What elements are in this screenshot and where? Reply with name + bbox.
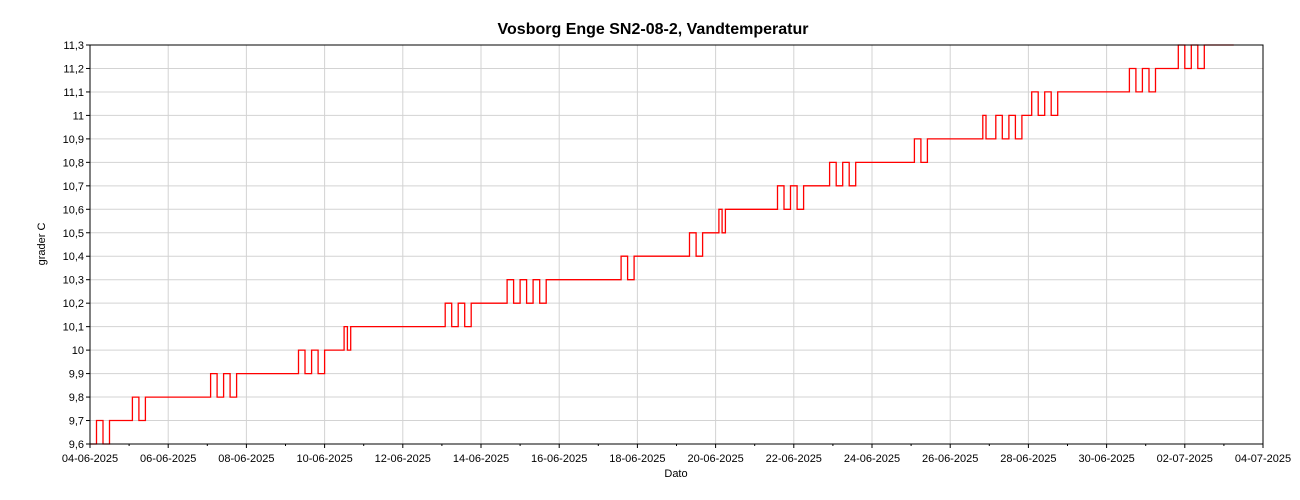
series-line — [90, 44, 1234, 445]
y-tick-label: 11,3 — [63, 40, 84, 52]
x-tick-label: 16-06-2025 — [531, 453, 587, 465]
x-tick-label: 08-06-2025 — [218, 453, 274, 465]
y-tick-label: 10,9 — [63, 134, 84, 146]
series-group — [90, 44, 1234, 445]
x-tick-label: 24-06-2025 — [844, 453, 900, 465]
x-tick-label: 26-06-2025 — [922, 453, 978, 465]
y-tick-label: 10,4 — [63, 251, 84, 263]
plot-frame — [89, 44, 1264, 445]
x-tick-label: 28-06-2025 — [1000, 453, 1056, 465]
y-tick-label: 10,2 — [63, 298, 84, 310]
x-tick-labels: 04-06-2025 06-06-2025 08-06-2025 10-06-2025… — [62, 444, 1291, 465]
x-tick-label: 04-07-2025 — [1235, 453, 1291, 465]
x-tick-label: 18-06-2025 — [609, 453, 665, 465]
x-tick-label: 14-06-2025 — [453, 453, 509, 465]
y-tick-label: 10,3 — [63, 275, 84, 287]
y-tick-label: 9,7 — [69, 416, 84, 428]
y-tick-label: 10,6 — [63, 204, 84, 216]
grid — [90, 45, 1263, 444]
y-tick-label: 10,5 — [63, 228, 84, 240]
y-tick-label: 11 — [73, 110, 84, 122]
y-tick-label: 9,8 — [69, 392, 84, 404]
y-tick-label: 9,6 — [69, 439, 84, 451]
y-tick-label: 10,8 — [63, 157, 84, 169]
y-tick-labels: 9,6 9,7 9,8 9,9 10 10,1 10,2 10,3 10,4 10,5 10,6 10… — [63, 40, 90, 451]
chart-title: Vosborg Enge SN2-08-2, Vandtemperatur — [498, 21, 809, 38]
x-tick-label: 04-06-2025 — [62, 453, 118, 465]
x-axis-label: Dato — [664, 468, 687, 480]
x-tick-label: 22-06-2025 — [766, 453, 822, 465]
x-tick-label: 12-06-2025 — [375, 453, 431, 465]
x-tick-label: 20-06-2025 — [687, 453, 743, 465]
y-axis-label: grader C — [36, 223, 48, 266]
y-tick-label: 10 — [72, 345, 84, 357]
y-tick-label: 9,9 — [69, 369, 84, 381]
y-tick-label: 11,1 — [63, 87, 84, 99]
x-tick-label: 10-06-2025 — [296, 453, 352, 465]
y-tick-label: 10,1 — [63, 322, 84, 334]
x-tick-label: 02-07-2025 — [1157, 453, 1213, 465]
x-tick-label: 30-06-2025 — [1078, 453, 1134, 465]
x-tick-label: 06-06-2025 — [140, 453, 196, 465]
y-tick-label: 11,2 — [63, 63, 84, 75]
y-tick-label: 10,7 — [63, 181, 84, 193]
